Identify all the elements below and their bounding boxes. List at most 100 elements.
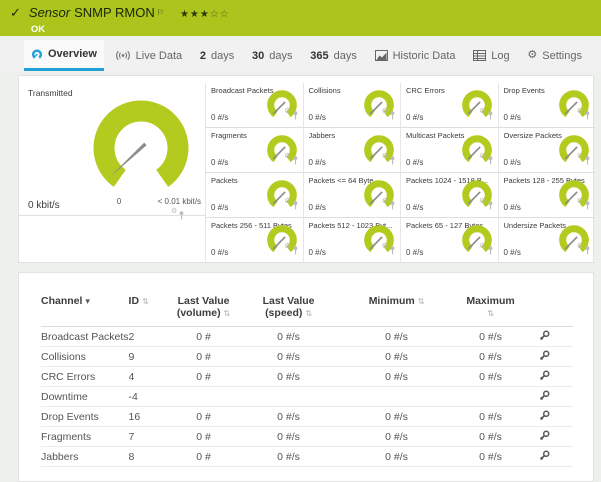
channel-gauge-actions[interactable]: ⚙ — [479, 242, 492, 260]
gear-icon[interactable]: ⚙ — [381, 108, 388, 115]
channel-gauge-label: Packets — [211, 176, 238, 185]
gear-icon[interactable]: ⚙ — [284, 153, 291, 160]
channel-gauge[interactable] — [557, 135, 591, 167]
pin-icon[interactable] — [488, 201, 493, 210]
transmitted-gauge[interactable] — [89, 100, 193, 198]
channel-settings-icon[interactable] — [539, 430, 550, 441]
channel-settings-icon[interactable] — [539, 330, 550, 341]
pin-icon[interactable] — [179, 211, 184, 220]
column-header-minimum[interactable]: Minimum ⇅ — [328, 295, 465, 327]
tab-live-data[interactable]: Live Data — [108, 40, 189, 71]
channel-gauge[interactable] — [265, 135, 299, 167]
channel-gauge-actions[interactable]: ⚙ — [284, 152, 297, 170]
gear-icon[interactable]: ⚙ — [381, 243, 388, 250]
pin-icon[interactable] — [585, 201, 590, 210]
gear-icon[interactable]: ⚙ — [284, 243, 291, 250]
minimum-cell: 0 #/s — [328, 406, 465, 427]
channel-gauge[interactable] — [362, 90, 396, 122]
channel-gauge-actions[interactable]: ⚙ — [284, 197, 297, 215]
channel-gauge-actions[interactable]: ⚙ — [284, 107, 297, 125]
channel-gauge-value: 0 #/s — [308, 158, 326, 167]
tab-historic-data[interactable]: Historic Data — [368, 40, 463, 71]
pin-icon[interactable] — [585, 156, 590, 165]
gear-icon[interactable]: ⚙ — [479, 198, 486, 205]
tab-log[interactable]: Log — [466, 40, 516, 71]
channel-gauge[interactable] — [460, 135, 494, 167]
gear-icon[interactable]: ⚙ — [171, 208, 178, 215]
gear-icon[interactable]: ⚙ — [284, 198, 291, 205]
pin-icon[interactable] — [293, 111, 298, 120]
channel-gauge[interactable] — [460, 90, 494, 122]
pin-icon[interactable] — [293, 201, 298, 210]
tab-overview[interactable]: Overview — [24, 40, 104, 71]
gear-icon[interactable]: ⚙ — [576, 243, 583, 250]
channel-gauge[interactable] — [460, 225, 494, 257]
column-header-id[interactable]: ID ⇅ — [128, 295, 159, 327]
pin-icon[interactable] — [293, 156, 298, 165]
channel-gauge[interactable] — [362, 225, 396, 257]
channel-gauge[interactable] — [557, 180, 591, 212]
pin-icon[interactable] — [390, 156, 395, 165]
channel-gauge[interactable] — [362, 180, 396, 212]
gear-icon[interactable]: ⚙ — [576, 198, 583, 205]
gear-icon[interactable]: ⚙ — [479, 243, 486, 250]
pin-icon[interactable] — [390, 201, 395, 210]
channel-gauge-actions[interactable]: ⚙ — [577, 107, 590, 125]
channel-settings-icon[interactable] — [539, 410, 550, 421]
gear-icon[interactable]: ⚙ — [381, 153, 388, 160]
tab-30-days[interactable]: 30 days — [245, 40, 300, 71]
pin-icon[interactable] — [488, 111, 493, 120]
gear-icon[interactable]: ⚙ — [576, 108, 583, 115]
channel-gauge-actions[interactable]: ⚙ — [382, 152, 395, 170]
gear-icon[interactable]: ⚙ — [479, 108, 486, 115]
priority-stars[interactable]: ★★★☆☆ — [180, 9, 230, 20]
channel-gauge[interactable] — [557, 90, 591, 122]
pin-icon[interactable] — [488, 246, 493, 255]
channel-gauge[interactable] — [265, 225, 299, 257]
channel-gauge-actions[interactable]: ⚙ — [479, 197, 492, 215]
flag-icon[interactable]: ⚐ — [156, 8, 164, 17]
gear-icon[interactable]: ⚙ — [381, 198, 388, 205]
tab-2-days[interactable]: 2 days — [193, 40, 241, 71]
pin-icon[interactable] — [390, 246, 395, 255]
divider — [19, 215, 205, 216]
channel-row: Broadcast Packets 2 0 # 0 #/s 0 #/s 0 #/… — [41, 326, 573, 347]
column-header-maximum[interactable]: Maximum ⇅ — [464, 295, 517, 327]
pin-icon[interactable] — [585, 246, 590, 255]
gear-icon[interactable]: ⚙ — [284, 108, 291, 115]
channel-gauge-actions[interactable]: ⚙ — [479, 152, 492, 170]
channel-gauge-actions[interactable]: ⚙ — [382, 197, 395, 215]
channel-gauge-cell: Packets 256 - 511 Bytes 0 #/s ⚙ — [205, 218, 303, 263]
channel-settings-icon[interactable] — [539, 350, 550, 361]
column-header-last-value-speed[interactable]: Last Value (speed) ⇅ — [248, 295, 329, 327]
pin-icon[interactable] — [390, 111, 395, 120]
channel-gauge-actions[interactable]: ⚙ — [577, 197, 590, 215]
column-header-channel[interactable]: Channel ▾ — [41, 295, 129, 327]
channel-gauge[interactable] — [557, 225, 591, 257]
transmitted-gauge-actions[interactable]: ⚙ — [171, 207, 184, 225]
channel-gauge[interactable] — [362, 135, 396, 167]
channel-gauge-actions[interactable]: ⚙ — [382, 242, 395, 260]
channel-gauge-actions[interactable]: ⚙ — [479, 107, 492, 125]
pin-icon[interactable] — [488, 156, 493, 165]
channel-gauge-actions[interactable]: ⚙ — [577, 152, 590, 170]
channel-settings-icon[interactable] — [539, 450, 550, 461]
pin-icon[interactable] — [293, 246, 298, 255]
channel-gauge[interactable] — [460, 180, 494, 212]
column-header-last-value-volume[interactable]: Last Value (volume) ⇅ — [158, 295, 249, 327]
channel-gauge-label: Packets 512 - 1023 Byt... — [308, 221, 393, 230]
transmitted-gauge-block: Transmitted 0 < 0.01 kbit/s 0 kbit/s ⚙ — [19, 76, 205, 264]
channel-gauge-value: 0 #/s — [503, 248, 521, 257]
gear-icon[interactable]: ⚙ — [576, 153, 583, 160]
channel-settings-icon[interactable] — [539, 370, 550, 381]
channel-gauge[interactable] — [265, 180, 299, 212]
channel-gauge[interactable] — [265, 90, 299, 122]
tab-settings[interactable]: ⚙ Settings — [520, 40, 589, 71]
gear-icon[interactable]: ⚙ — [479, 153, 486, 160]
channel-gauge-actions[interactable]: ⚙ — [382, 107, 395, 125]
pin-icon[interactable] — [585, 111, 590, 120]
channel-settings-icon[interactable] — [539, 390, 550, 401]
tab-365-days[interactable]: 365 days — [303, 40, 364, 71]
channel-gauge-actions[interactable]: ⚙ — [284, 242, 297, 260]
channel-gauge-actions[interactable]: ⚙ — [577, 242, 590, 260]
